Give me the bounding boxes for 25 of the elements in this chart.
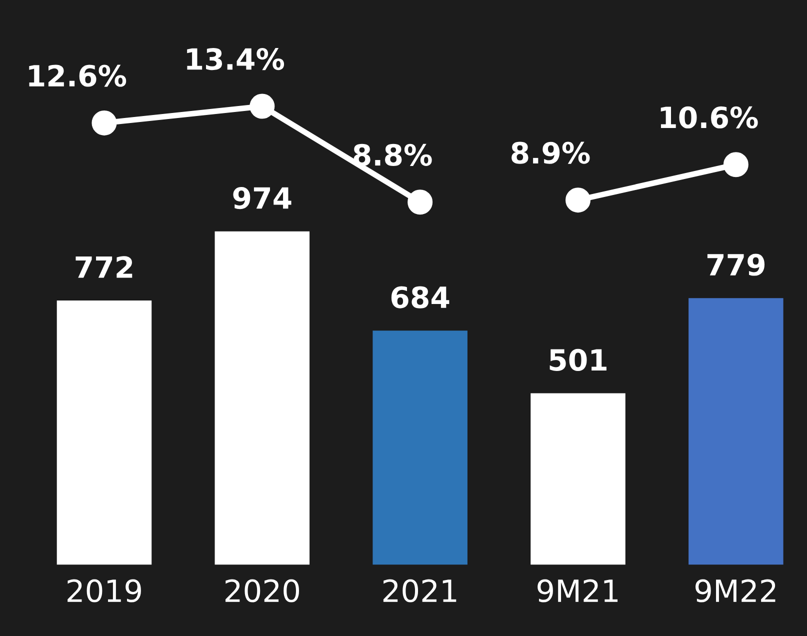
data-label: 12.6% bbox=[29, 64, 126, 87]
point bbox=[566, 188, 591, 213]
x-tick-label: 9M22 bbox=[696, 579, 776, 602]
data-label: 8.9% bbox=[512, 142, 590, 164]
data-label: 974 bbox=[233, 187, 292, 210]
x-tick-label: 2020 bbox=[226, 579, 300, 602]
x-tick-label: 2021 bbox=[383, 579, 456, 602]
data-label: 8.8% bbox=[354, 144, 432, 166]
bar bbox=[214, 231, 310, 565]
x-tick-label: 2019 bbox=[68, 579, 141, 602]
data-label: 684 bbox=[391, 286, 450, 308]
data-label: 501 bbox=[550, 348, 606, 371]
point bbox=[723, 152, 748, 178]
point bbox=[92, 110, 117, 136]
bar bbox=[530, 393, 626, 565]
data-label: 13.4% bbox=[187, 48, 284, 70]
data-label: 772 bbox=[76, 256, 132, 278]
bar bbox=[372, 330, 468, 565]
data-label: 779 bbox=[707, 254, 765, 276]
point bbox=[250, 94, 275, 119]
data-label: 10.6% bbox=[660, 106, 758, 128]
point bbox=[408, 190, 433, 215]
bar bbox=[688, 298, 784, 565]
bar bbox=[56, 300, 152, 565]
x-tick-label: 9M21 bbox=[538, 579, 618, 602]
